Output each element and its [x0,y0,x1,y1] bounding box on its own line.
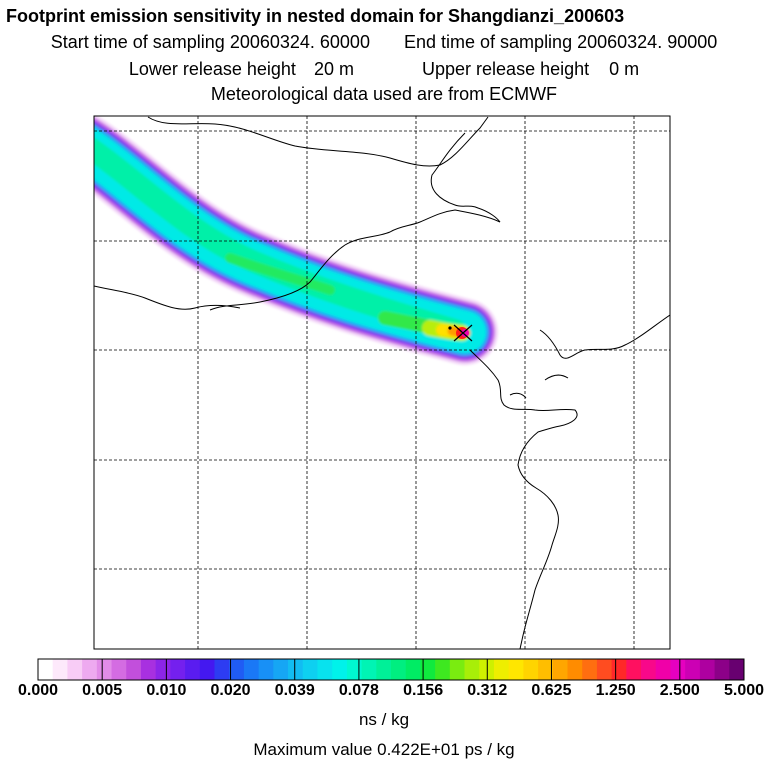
colorbar-tick-label: 0.625 [531,682,572,699]
colorbar-cell [685,659,701,680]
colorbar-tick-label: 5.000 [723,682,765,699]
colorbar [38,659,745,680]
colorbar-cell [140,659,157,680]
upper-label: Upper release height [422,59,590,79]
colorbar-cell [258,659,274,680]
colorbar-cell [288,659,304,680]
colorbar-tick-label: 0.156 [403,682,444,699]
colorbar-cell [82,659,98,680]
colorbar-cell [508,659,524,680]
colorbar-cell [582,659,598,680]
start-label: Start time of sampling [50,32,225,52]
max-value: 0.422E+01 [377,740,460,759]
colorbar-cell [538,659,554,680]
colorbar-cell [611,659,627,680]
plume [94,116,498,365]
colorbar-cell [243,659,260,680]
colorbar-cell [391,659,407,680]
colorbar-cell [302,659,318,680]
colorbar-cell [273,659,289,680]
maximum-value-line: Maximum value 0.422E+01 ps / kg [0,740,768,760]
colorbar-cell [199,659,215,680]
colorbar-tick-label: 0.020 [210,682,251,699]
lower-value: 20 m [313,59,354,79]
colorbar-cell [435,659,451,680]
colorbar-units: ns / kg [358,710,410,729]
colorbar-tick-label: 0.039 [274,682,315,699]
colorbar-cell [332,659,348,680]
colorbar-cell [185,659,201,680]
max-units: ps / kg [464,740,515,759]
colorbar-cell [552,659,568,680]
colorbar-cell [52,659,68,680]
colorbar-tick-label: 0.000 [17,682,59,699]
colorbar-cell [126,659,142,680]
colorbar-cell [346,659,362,680]
max-label: Maximum value [253,740,373,759]
colorbar-dividers [101,659,681,680]
colorbar-tick-label: 0.078 [338,682,379,699]
colorbar-tick-label: 0.010 [146,682,187,699]
colorbar-cell [376,659,392,680]
colorbar-cell [655,659,671,680]
colorbar-cell [523,659,539,680]
colorbar-cell [714,659,730,680]
colorbar-cell [699,659,715,680]
end-label: End time of sampling [404,32,573,52]
colorbar-cell [626,659,642,680]
colorbar-cell [361,659,377,680]
colorbar-cell [111,659,127,680]
start-value: 20060324. 60000 [229,32,370,52]
colorbar-cell [596,659,613,680]
colorbar-cell [641,659,657,680]
colorbar-cell [155,659,171,680]
colorbar-cell [405,659,421,680]
colorbar-cell [420,659,436,680]
colorbar-cell [170,659,186,680]
colorbar-cell [214,659,230,680]
colorbar-cell [449,659,465,680]
colorbar-tick-label: 0.005 [82,682,123,699]
lat-lon-grid [94,116,670,649]
map-frame [93,115,671,650]
colorbar-cell [96,659,112,680]
colorbar-cell [729,659,745,680]
colorbar-border [37,658,745,681]
station-marker [448,324,473,342]
colorbar-cell [567,659,583,680]
figure-title: Footprint emission sensitivity in nested… [6,6,625,26]
colorbar-cell [229,659,245,680]
colorbar-tick-label: 2.500 [659,682,700,699]
upper-value: 0 m [609,59,640,79]
met-data-note: Meteorological data used are from ECMWF [210,84,558,104]
colorbar-cell [67,659,83,680]
sampling-times: Start time of sampling 20060324. 60000 E… [0,32,768,53]
colorbar-cell [38,659,54,680]
colorbar-cell [670,659,686,680]
end-value: 20060324. 90000 [577,32,718,52]
colorbar-cell [493,659,510,680]
map-content [94,116,670,649]
colorbar-cell [464,659,480,680]
coastlines [94,116,670,649]
release-heights: Lower release height 20 m Upper release … [0,59,768,80]
colorbar-tick-label: 0.312 [467,682,508,699]
lower-label: Lower release height [128,59,296,79]
colorbar-cell [317,659,333,680]
colorbar-tick-label: 1.250 [595,682,636,699]
